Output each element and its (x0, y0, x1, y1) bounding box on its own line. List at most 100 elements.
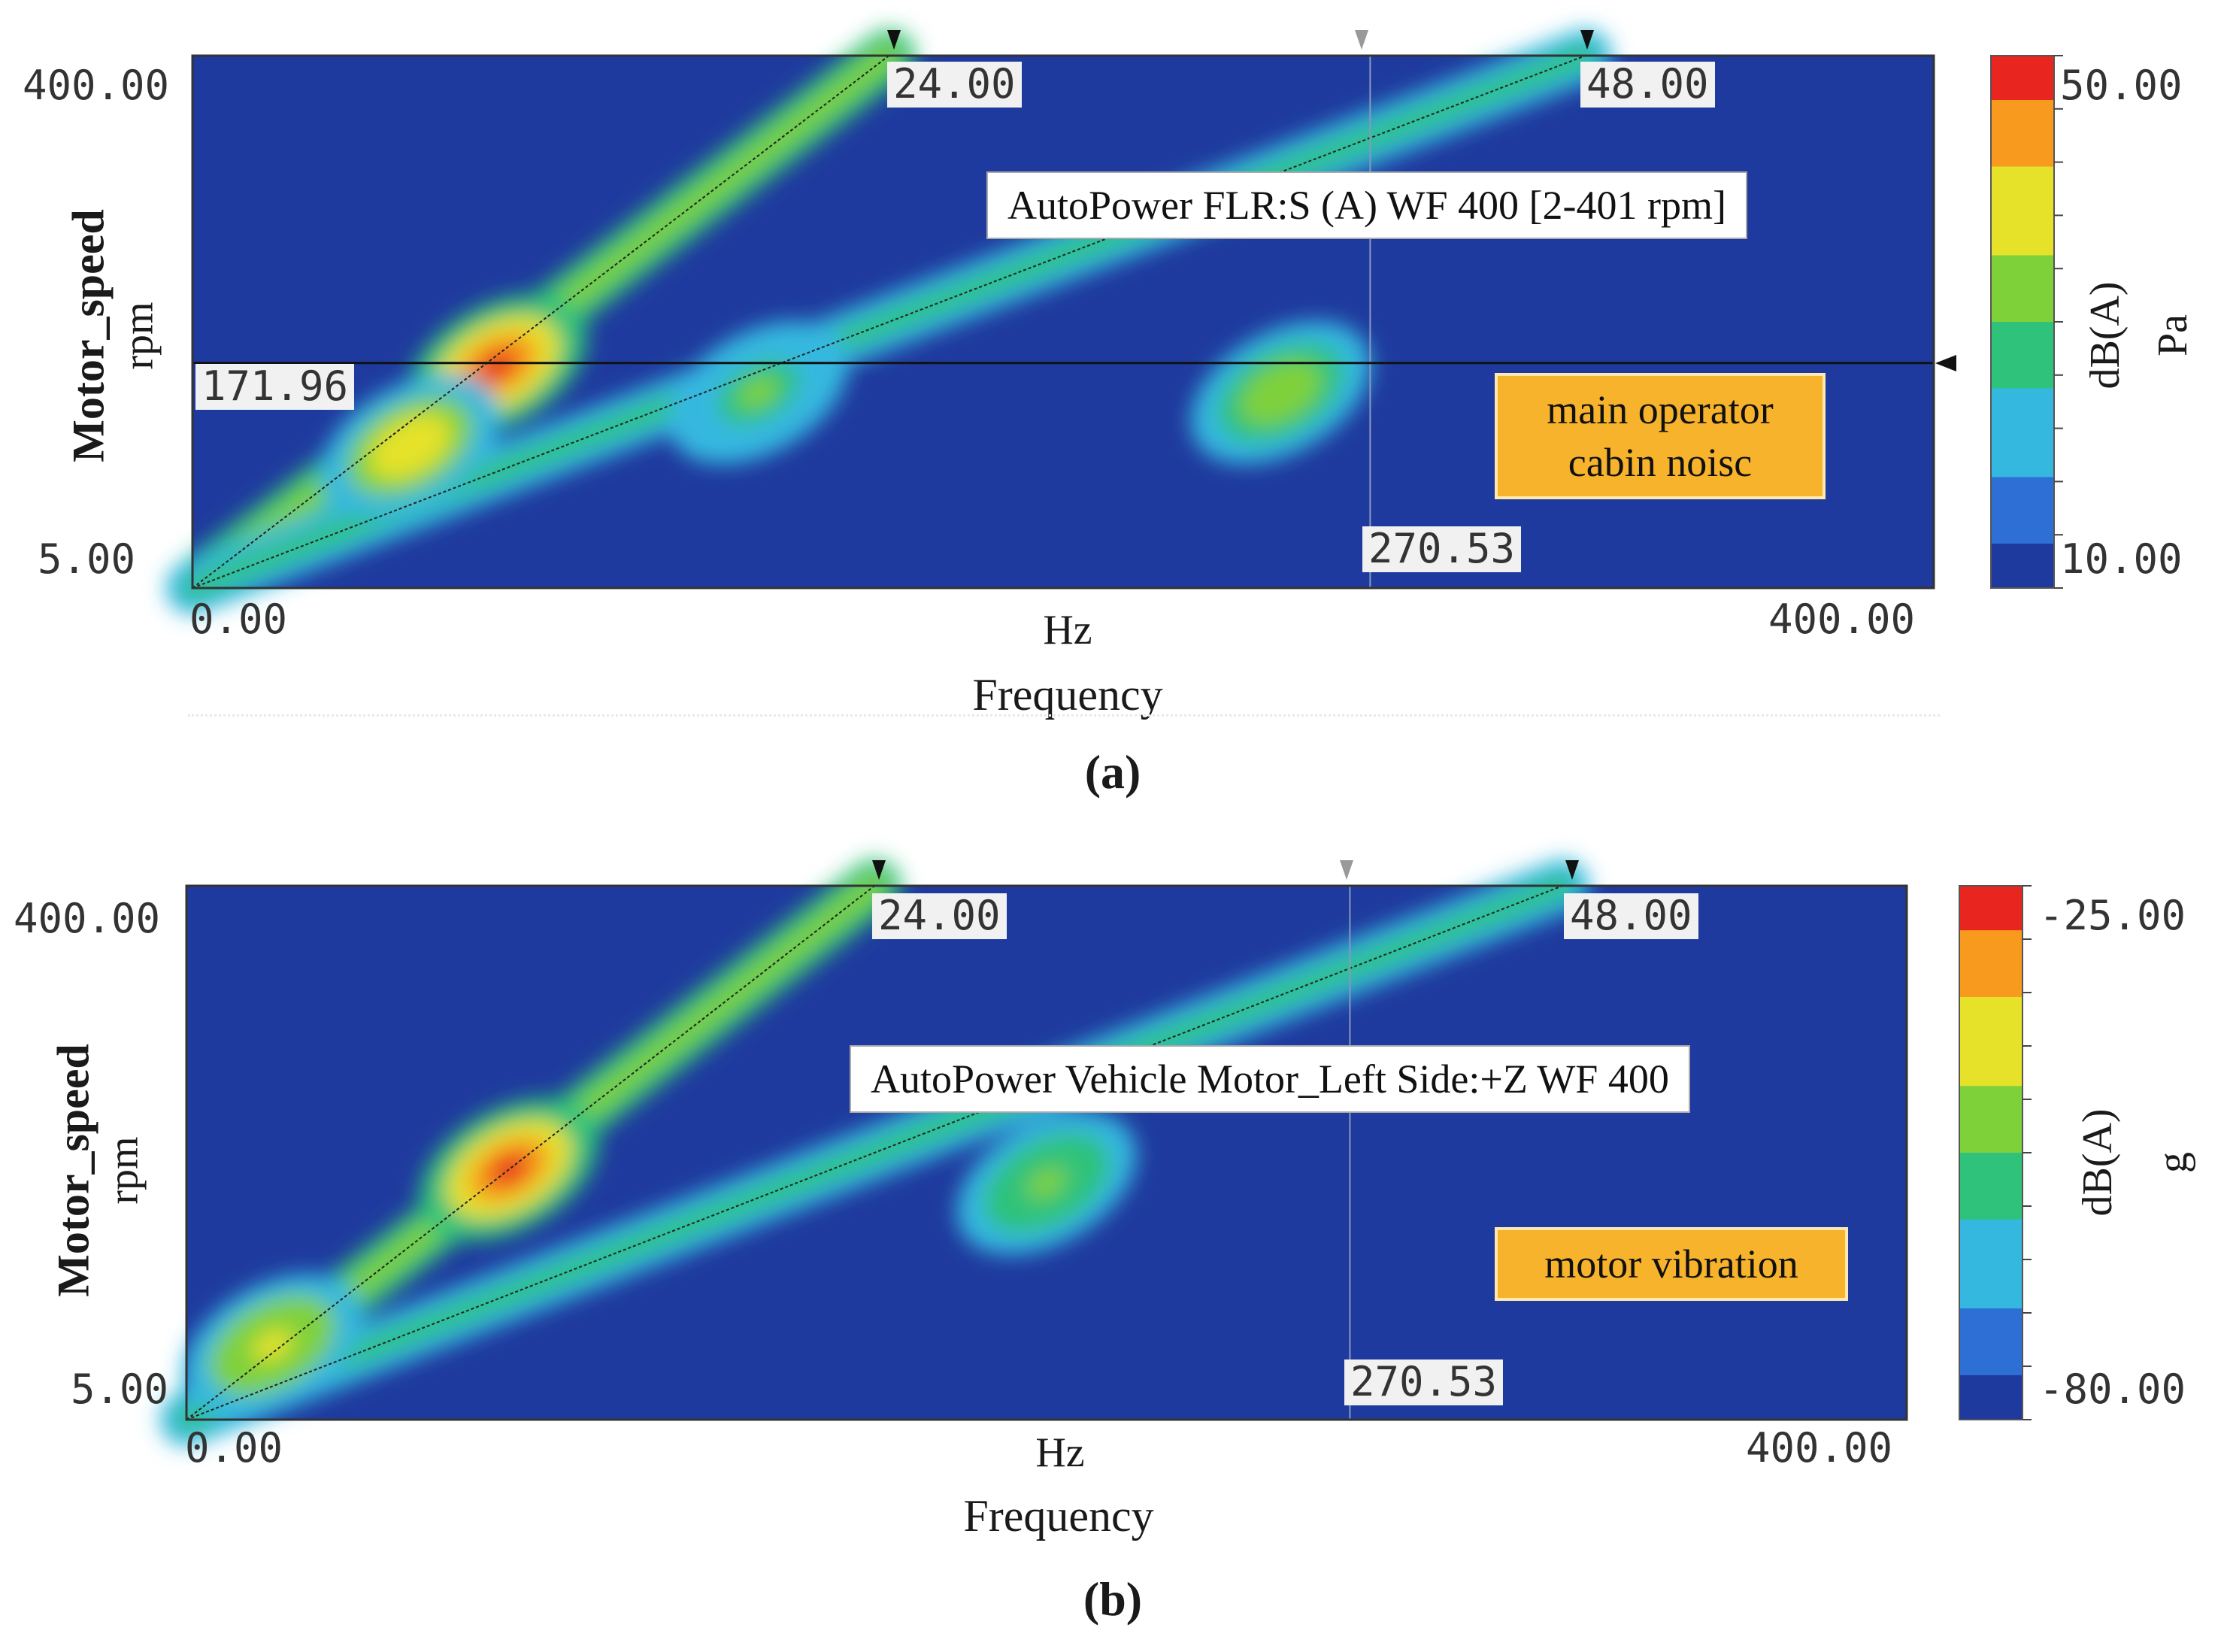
x-tick-max-a: 400.00 (1768, 596, 1916, 643)
colorbar-step-21 (1959, 1353, 2023, 1376)
cursor-label-48-b: 48.00 (1564, 893, 1698, 939)
colorbar-label-b: dB(A) (2074, 1108, 2121, 1217)
y-axis-unit-a: rpm (115, 302, 162, 370)
colorbar-step-15 (1991, 388, 2054, 411)
cursor-marker-24-icon (887, 30, 901, 50)
colorbar-step-18 (1959, 1286, 2023, 1310)
colorbar-step-13 (1991, 344, 2054, 367)
x-tick-max-b: 400.00 (1746, 1424, 1893, 1472)
cursor-marker-gray-icon (1340, 860, 1353, 880)
cursor-label-24-a: 24.00 (887, 62, 1022, 108)
colorbar-tick-min-b: -80.00 (2039, 1366, 2186, 1413)
colorbar-step-16 (1959, 1241, 2023, 1265)
colorbar-step-16 (1991, 411, 2054, 434)
panel-a: 400.00 5.00 0.00 400.00 Motor_speed rpm … (23, 29, 2196, 800)
colorbar-step-11 (1959, 1130, 2023, 1153)
heatmap-plot-a (166, 29, 1935, 614)
caption-b-text: (b) (1083, 1572, 1143, 1626)
colorbar-tick-max-a: 50.00 (2060, 62, 2183, 109)
cursor-marker-48-icon (1565, 860, 1579, 880)
colorbar-step-10 (1991, 277, 2054, 301)
cursor-label-48-a: 48.00 (1580, 62, 1715, 108)
y-axis-label-a: Motor_speed rpm (63, 178, 163, 494)
cursor-marker-gray-icon (1355, 30, 1368, 50)
panel-b: 400.00 5.00 0.00 400.00 Motor_speed rpm … (0, 827, 2224, 1652)
hotspot-0-layer-3 (477, 350, 517, 382)
y-tick-min-b: 5.00 (71, 1366, 169, 1413)
colorbar-step-3 (1991, 122, 2054, 145)
colorbar-step-0 (1959, 886, 2023, 909)
colorbar-tick-min-a: 10.00 (2060, 535, 2183, 583)
colorbar-step-20 (1959, 1330, 2023, 1354)
colorbar-step-2 (1991, 100, 2054, 123)
colorbar-step-19 (1959, 1308, 2023, 1332)
y-axis-unit-b: rpm (100, 1136, 147, 1205)
colorbar-step-8 (1991, 233, 2054, 256)
cursor-markers-b (872, 860, 1579, 880)
colorbar-step-6 (1959, 1019, 2023, 1043)
separator-dots-a (188, 714, 1940, 717)
colorbar-step-14 (1959, 1197, 2023, 1220)
colorbar-step-0 (1991, 56, 2054, 79)
colorbar-step-5 (1991, 166, 2054, 189)
cursor-markers-a (887, 30, 1594, 50)
colorbar-step-18 (1991, 455, 2054, 478)
colorbar-a (1990, 55, 2063, 589)
order-line-48.00 (192, 55, 1586, 589)
colorbar-label-a: dB(A) (2082, 281, 2129, 390)
chart-title-b: AutoPower Vehicle Motor_Left Side:+Z WF … (850, 1045, 1690, 1113)
hotspot-1-layer-3 (253, 1329, 292, 1362)
colorbar-step-12 (1959, 1153, 2023, 1176)
speed-cursor-arrow-icon (1935, 355, 1956, 371)
y-tick-max-a: 400.00 (23, 62, 170, 109)
colorbar-step-3 (1959, 952, 2023, 976)
colorbar-step-17 (1959, 1263, 2023, 1287)
colorbar-step-8 (1959, 1063, 2023, 1087)
annotation-note-a: main operator cabin noisc (1495, 373, 1826, 500)
colorbar-step-6 (1991, 189, 2054, 212)
y-tick-min-a: 5.00 (38, 535, 136, 583)
cursor-label-freq-b: 270.53 (1344, 1359, 1504, 1405)
colorbar-step-22 (1959, 1375, 2023, 1399)
colorbar-step-4 (1991, 144, 2054, 168)
colorbar-step-13 (1959, 1175, 2023, 1199)
hotspot-2-layer-3 (1261, 377, 1301, 409)
y-axis-title-b: Motor_speed (48, 1044, 98, 1297)
colorbar-step-14 (1991, 366, 2054, 390)
caption-a-text: (a) (1084, 745, 1141, 799)
y-axis-label-b: Motor_speed rpm (48, 1013, 148, 1329)
cursor-label-speed-a: 171.96 (195, 364, 355, 410)
y-axis-title-a: Motor_speed (63, 209, 114, 462)
colorbar-step-15 (1959, 1219, 2023, 1243)
colorbar-step-23 (1959, 1397, 2023, 1420)
y-tick-max-b: 400.00 (14, 895, 161, 942)
annotation-note-b: motor vibration (1495, 1227, 1848, 1302)
x-axis-title-a: Frequency (972, 670, 1163, 720)
colorbar-step-23 (1991, 565, 2054, 589)
cursor-marker-48-icon (1580, 30, 1594, 50)
colorbar-step-1 (1991, 77, 2054, 101)
x-tick-min-a: 0.00 (189, 596, 288, 643)
hotspot-1-layer-3 (390, 430, 430, 462)
caption-b: (b) (1038, 1572, 1188, 1627)
hotspot-2-layer-3 (1026, 1167, 1067, 1199)
colorbar-step-12 (1991, 322, 2054, 345)
colorbar-unit-a: Pa (2150, 314, 2196, 356)
plot-frame (191, 54, 1935, 590)
colorbar-step-9 (1991, 255, 2054, 278)
caption-a: (a) (1038, 744, 1188, 800)
order-line-24.00 (192, 55, 890, 589)
colorbar-step-19 (1991, 477, 2054, 500)
colorbar-step-22 (1991, 544, 2054, 567)
chart-title-a: AutoPower FLR:S (A) WF 400 [2-401 rpm] (986, 171, 1747, 239)
colorbar-step-11 (1991, 299, 2054, 323)
cursor-marker-24-icon (872, 860, 886, 880)
x-tick-min-b: 0.00 (185, 1424, 283, 1472)
colorbar-step-17 (1991, 432, 2054, 456)
colorbar-step-4 (1959, 975, 2023, 998)
colorbar-step-10 (1959, 1108, 2023, 1132)
colorbar-step-2 (1959, 930, 2023, 953)
colorbar-step-5 (1959, 996, 2023, 1020)
x-axis-title-b: Frequency (963, 1491, 1154, 1541)
colorbar-step-21 (1991, 521, 2054, 544)
